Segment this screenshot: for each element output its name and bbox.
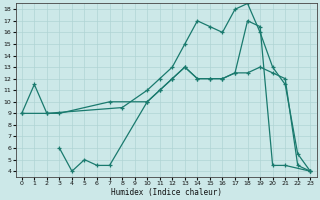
X-axis label: Humidex (Indice chaleur): Humidex (Indice chaleur) [110, 188, 221, 197]
